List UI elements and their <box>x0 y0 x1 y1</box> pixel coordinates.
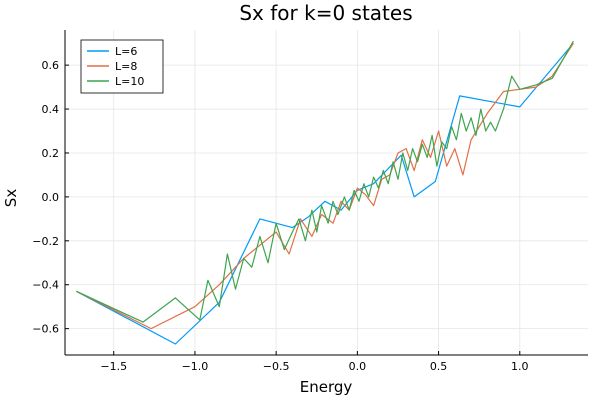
y-tick-label: −0.2 <box>32 235 59 248</box>
x-tick-label: −1.0 <box>182 360 209 373</box>
y-tick-label: 0.2 <box>42 147 60 160</box>
tick-labels: −1.5 −1.0 −0.5 0.0 0.5 1.0 −0.6 −0.4 −0.2 0.0 0.2 0… <box>32 59 528 373</box>
y-tick-label: −0.6 <box>32 323 59 336</box>
y-axis-label: Sx <box>2 189 20 208</box>
x-axis-label: Energy <box>300 378 353 396</box>
x-tick-label: −1.5 <box>100 360 127 373</box>
series-line-l-10 <box>76 40 574 323</box>
x-tick-label: 1.0 <box>511 360 529 373</box>
x-tick-label: 0.5 <box>430 360 448 373</box>
legend-label: L=6 <box>115 45 137 58</box>
legend-label: L=8 <box>115 60 137 73</box>
y-tick-label: 0.0 <box>42 191 60 204</box>
series-lines <box>76 40 574 345</box>
y-tick-label: −0.4 <box>32 279 59 292</box>
series-line-l-6 <box>76 42 574 345</box>
x-tick-label: −0.5 <box>263 360 290 373</box>
axes <box>64 30 588 356</box>
chart-title: Sx for k=0 states <box>239 1 412 25</box>
grid-lines <box>65 30 588 355</box>
y-tick-label: 0.6 <box>42 59 60 72</box>
y-tick-label: 0.4 <box>42 103 60 116</box>
legend-label: L=10 <box>115 75 144 88</box>
legend: L=6 L=8 L=10 <box>80 39 164 94</box>
x-tick-label: 0.0 <box>349 360 367 373</box>
